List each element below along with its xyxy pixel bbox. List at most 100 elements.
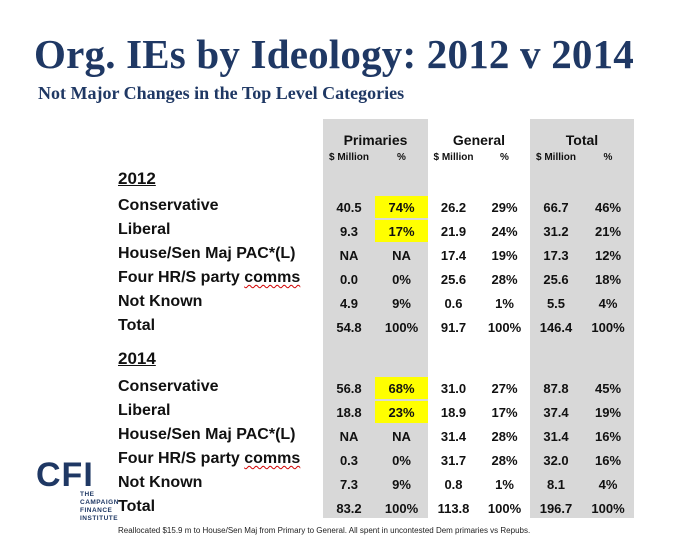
table-cell: 21%: [594, 224, 622, 239]
table-cell: 29%: [491, 200, 518, 215]
table-cell: 100%: [384, 501, 419, 516]
table-cell: 54.8: [336, 320, 362, 335]
table-cell: 31.7: [440, 453, 467, 468]
spellcheck-word: comms: [244, 450, 301, 467]
table-cell: 66.7: [543, 200, 569, 215]
row-label: Liberal: [118, 402, 171, 419]
table-cell: 0.8: [444, 477, 463, 492]
table-cell: NA: [339, 248, 359, 263]
table-cell: 8.1: [546, 477, 566, 492]
table-cell: 18.9: [440, 405, 467, 420]
table-cell: 19%: [491, 248, 518, 263]
table-cell: 18%: [594, 272, 622, 287]
table-cell: 100%: [591, 320, 625, 335]
table-cell: 37.4: [543, 405, 569, 420]
logo-line: THE: [80, 491, 95, 498]
table-cell: 16%: [594, 453, 622, 468]
table-cell: 87.8: [543, 381, 569, 396]
year-heading: 2012: [118, 169, 156, 188]
table-cell: 0.6: [444, 296, 463, 311]
table-cell: 19%: [594, 405, 622, 420]
table-cell: 17%: [491, 405, 518, 420]
column-subheader: %: [603, 152, 613, 163]
row-label: Conservative: [118, 378, 219, 395]
highlight-cell: [375, 220, 428, 242]
highlight-cell: [375, 196, 428, 218]
table-cell: 46%: [594, 200, 622, 215]
table-cell: 17%: [388, 224, 415, 239]
row-label: Four HR/S party comms: [118, 450, 300, 470]
row-label: Not Known: [118, 293, 203, 310]
column-subheader: $ Million: [536, 152, 576, 163]
table-cell: 9.3: [339, 224, 359, 239]
logo-line: FINANCE: [80, 507, 113, 514]
table-cell: 9%: [392, 477, 411, 492]
row-label: Total: [118, 317, 156, 334]
table-cell: 4.9: [339, 296, 359, 311]
row-label-text: Four HR/S party: [118, 269, 245, 286]
table-cell: 196.7: [539, 501, 573, 516]
row-label: Total: [118, 498, 156, 515]
table-cell: 28%: [491, 429, 518, 444]
table-cell: 24%: [491, 224, 518, 239]
table-cell: 100%: [487, 320, 522, 335]
table-cell: 0%: [392, 453, 411, 468]
column-group-header: General: [452, 132, 506, 148]
table-cell: NA: [392, 248, 411, 263]
table-cell: 17.4: [440, 248, 467, 263]
logo-mark: CFI: [36, 456, 94, 494]
row-label: Four HR/S party comms: [118, 269, 300, 289]
table-cell: 31.4: [440, 429, 467, 444]
table-cell: 21.9: [440, 224, 467, 239]
table-cell: 4%: [598, 477, 618, 492]
column-subheader: $ Million: [329, 152, 369, 163]
table-cell: NA: [339, 429, 359, 444]
table-cell: 100%: [487, 501, 522, 516]
table-cell: 16%: [594, 429, 622, 444]
table-cell: 5.5: [546, 296, 566, 311]
table-cell: 45%: [594, 381, 622, 396]
table-cell: 74%: [388, 200, 415, 215]
row-label: Liberal: [118, 221, 171, 238]
column-subheader: %: [500, 152, 509, 163]
table-cell: 40.5: [336, 200, 362, 215]
cfi-logo: CFI THE CAMPAIGN FINANCE INSTITUTE: [36, 456, 118, 522]
table-cell: 0.0: [339, 272, 359, 287]
table-cell: 83.2: [336, 501, 362, 516]
table-cell: 91.7: [440, 320, 467, 335]
table-cell: 100%: [384, 320, 419, 335]
column-subheader: $ Million: [433, 152, 474, 163]
footnote: Reallocated $15.9 m to House/Sen Maj fro…: [118, 526, 531, 535]
shaded-column: [323, 119, 428, 518]
table-cell: 0.3: [339, 453, 359, 468]
table-cell: 18.8: [336, 405, 362, 420]
row-label: House/Sen Maj PAC*(L): [118, 426, 296, 443]
table-cell: 26.2: [440, 200, 467, 215]
table-cell: 0%: [392, 272, 411, 287]
table-cell: 1%: [495, 477, 514, 492]
table-cell: 56.8: [336, 381, 362, 396]
year-heading: 2014: [118, 349, 156, 368]
row-label: Not Known: [118, 474, 203, 491]
table-cell: 28%: [491, 453, 518, 468]
table-cell: 113.8: [437, 501, 470, 516]
table-cell: 27%: [491, 381, 518, 396]
table-cell: 23%: [388, 405, 415, 420]
column-group-header: Total: [565, 132, 599, 148]
table-cell: 9%: [392, 296, 411, 311]
column-subheader: %: [397, 152, 406, 163]
slide-title: Org. IEs by Ideology: 2012 v 2014: [34, 31, 634, 77]
spellcheck-word: comms: [244, 269, 301, 286]
highlight-cell: [375, 401, 428, 423]
table-cell: 12%: [594, 248, 622, 263]
table-cell: 31.0: [440, 381, 467, 396]
row-label: Conservative: [118, 197, 219, 214]
highlight-cell: [375, 377, 428, 399]
table-cell: 146.4: [539, 320, 573, 335]
logo-line: CAMPAIGN: [80, 499, 119, 506]
row-label: House/Sen Maj PAC*(L): [118, 245, 296, 262]
table-cell: 25.6: [543, 272, 569, 287]
table-cell: 4%: [598, 296, 618, 311]
logo-line: INSTITUTE: [80, 515, 119, 522]
table-cell: 31.2: [543, 224, 569, 239]
